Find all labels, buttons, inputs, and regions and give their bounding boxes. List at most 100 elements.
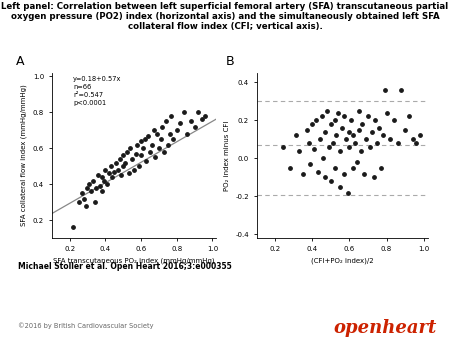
Point [344,190,351,195]
Point [338,125,346,130]
Point [346,129,353,135]
Point [346,144,353,150]
Point [98,174,105,180]
Point [398,87,405,93]
Point [316,137,323,142]
Point [299,171,306,176]
Point [127,146,134,151]
Point [173,127,180,133]
Point [166,131,173,137]
Point [379,133,387,138]
Point [122,160,129,165]
Point [150,127,157,133]
Point [170,137,177,142]
Point [359,121,366,127]
Point [107,164,114,169]
Point [292,133,299,138]
Point [104,182,111,187]
Point [335,110,342,115]
Text: oxygen pressure (PO2) index (horizontal axis) and the simultaneously obtained le: oxygen pressure (PO2) index (horizontal … [11,12,439,21]
Point [342,137,349,142]
Text: collateral flow index (CFI; vertical axis).: collateral flow index (CFI; vertical axi… [127,22,323,31]
Point [307,161,314,167]
Point [141,137,148,142]
Point [401,127,409,132]
Point [116,156,123,162]
Point [416,133,423,138]
Point [324,108,331,114]
Point [118,173,125,178]
Point [364,114,372,119]
Point [305,140,312,146]
Point [137,153,144,158]
Point [363,137,370,142]
Point [109,174,116,180]
Point [164,142,171,147]
Point [372,118,379,123]
Point [96,184,104,189]
Text: A: A [16,55,24,68]
Point [161,149,168,154]
Point [144,133,152,138]
Point [322,129,329,135]
Point [350,165,357,171]
Point [111,169,118,174]
Point [318,114,325,119]
Point [78,191,86,196]
Point [162,119,170,124]
Point [152,154,159,160]
Y-axis label: PO₂ index minus CFI: PO₂ index minus CFI [224,120,230,191]
Point [340,171,347,176]
Point [191,124,198,129]
Point [143,158,150,164]
X-axis label: SFA transcutaneous PO₂ index (mmHg/mmHg): SFA transcutaneous PO₂ index (mmHg/mmHg) [53,258,215,264]
Point [331,165,338,171]
Point [80,196,87,201]
Point [383,110,390,115]
Point [378,165,385,171]
X-axis label: (CFI+PO₂ index)/2: (CFI+PO₂ index)/2 [310,258,374,264]
Text: y=0.18+0.57x
n=66
r²=0.547
p<0.0001: y=0.18+0.57x n=66 r²=0.547 p<0.0001 [73,76,122,106]
Point [327,121,334,127]
Point [132,151,139,156]
Point [391,118,398,123]
Point [325,144,333,150]
Point [168,113,175,119]
Point [187,119,194,124]
Point [102,167,109,173]
Point [413,140,420,146]
Point [135,164,143,169]
Point [353,160,360,165]
Point [98,189,105,194]
Point [82,203,89,209]
Point [94,173,102,178]
Point [387,137,394,142]
Point [180,110,188,115]
Point [93,185,100,191]
Point [348,118,355,123]
Point [409,137,416,142]
Point [357,148,364,153]
Point [75,199,82,205]
Point [120,164,127,169]
Point [394,140,401,146]
Point [329,140,336,146]
Point [177,120,184,126]
Point [105,171,112,176]
Point [100,178,107,184]
Point [84,185,91,191]
Point [361,171,368,176]
Point [112,160,120,165]
Point [355,127,362,132]
Point [296,148,303,153]
Point [86,182,93,187]
Point [146,149,153,154]
Point [70,225,77,230]
Text: Left panel: Correlation between left superficial femoral artery (SFA) transcutan: Left panel: Correlation between left sup… [1,2,449,11]
Point [194,110,202,115]
Point [184,131,191,137]
Point [337,184,344,190]
Point [153,131,161,137]
Point [312,118,319,123]
Point [331,118,338,123]
